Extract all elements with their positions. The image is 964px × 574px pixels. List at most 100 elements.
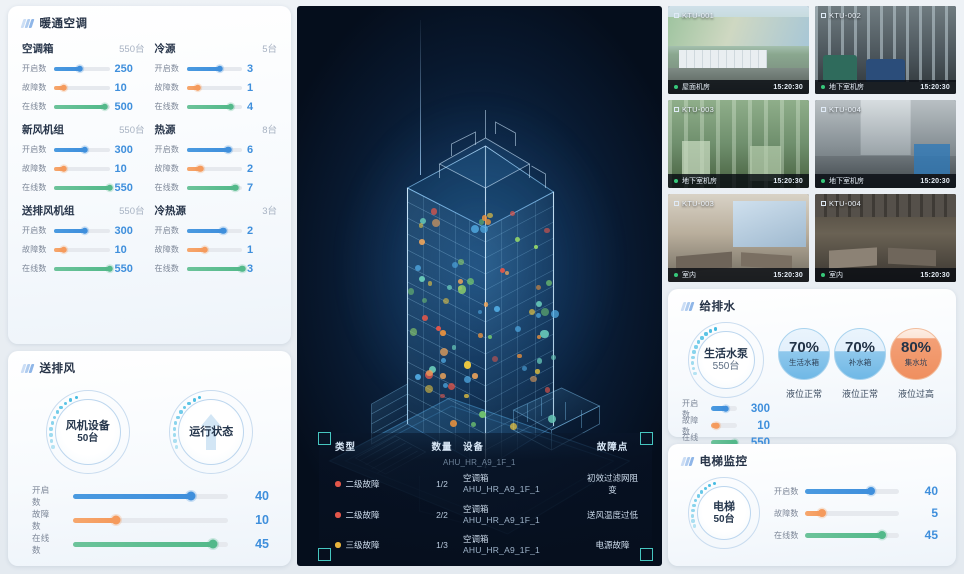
alarm-row[interactable]: 三级故障 1/3 空调箱 AHU_HR_A9_1F_1 电源故障 (319, 530, 652, 560)
hvac-slider-track[interactable] (54, 165, 110, 172)
hvac-slider-track[interactable] (186, 84, 242, 91)
hvac-slider-label: 开启数 (22, 64, 47, 73)
live-indicator-icon (821, 85, 825, 89)
hvac-slider-track[interactable] (54, 65, 110, 72)
camera-tile[interactable]: KTU-003 地下室机房 15:20:30 (668, 100, 809, 188)
hvac-group-head: 送排风机组 550台 (22, 203, 145, 218)
alarm-table-body: 二级故障 1/2 空调箱 AHU_HR_A9_1F_1 初效过滤网阻变 二级故障… (319, 468, 652, 560)
elevator-slider-value: 45 (924, 528, 938, 542)
corner-bracket-icon (318, 548, 331, 561)
hvac-title-text: 暖通空调 (39, 18, 88, 30)
hvac-slider-track[interactable] (186, 165, 242, 172)
camera-timestamp: 15:20:30 (773, 271, 803, 279)
water-dial-count: 550台 (712, 361, 740, 372)
camera-tile[interactable]: KTU-004 地下室机房 15:20:30 (815, 100, 956, 188)
camera-timestamp: 15:20:30 (773, 83, 803, 91)
hvac-slider-value: 1 (247, 81, 254, 94)
water-slider-track[interactable] (711, 422, 737, 429)
building-3d-viewport[interactable]: 类型 数量 设备 故障点 AHU_HR_A9_1F_1 二级故障 1/2 空调箱… (297, 6, 662, 566)
hvac-group: 热源 8台 开启数 6 故障数 2 在线数 7 (155, 122, 278, 197)
hvac-slider-track[interactable] (186, 65, 242, 72)
left-column: 暖通空调 空调箱 550台 开启数 250 故障数 10 在线数 (8, 6, 291, 566)
camera-location: 屋面机房 (674, 82, 710, 92)
alarm-row[interactable]: 二级故障 1/2 空调箱 AHU_HR_A9_1F_1 初效过滤网阻变 (319, 468, 652, 500)
alarm-device: 空调箱 AHU_HR_A9_1F_1 (463, 504, 585, 526)
alarm-device-code: AHU_HR_A9_1F_1 (463, 484, 540, 494)
hvac-slider-track[interactable] (54, 146, 110, 153)
hvac-slider-track[interactable] (186, 227, 242, 234)
hvac-slider-track[interactable] (186, 184, 242, 191)
hvac-slider-row: 开启数 2 (155, 221, 278, 240)
hvac-slider-track[interactable] (186, 246, 242, 253)
water-pump-section: 生活水泵 550台 开启数 300 故障数 10 在线数 (682, 320, 770, 453)
alarm-table: 类型 数量 设备 故障点 AHU_HR_A9_1F_1 二级故障 1/2 空调箱… (318, 432, 653, 561)
hvac-group: 空调箱 550台 开启数 250 故障数 10 在线数 500 (22, 41, 145, 116)
hvac-slider-track[interactable] (186, 146, 242, 153)
elevator-slider-track[interactable] (805, 487, 899, 495)
fan-slider-track[interactable] (73, 491, 228, 501)
tank-status: 液位正常 (785, 389, 822, 399)
camera-location: 室内 (674, 270, 696, 280)
hvac-slider-value: 4 (247, 100, 254, 113)
alarm-type: 二级故障 (335, 478, 421, 490)
corner-bracket-icon (318, 432, 331, 445)
hvac-slider-label: 故障数 (22, 245, 47, 254)
hvac-slider-track[interactable] (54, 184, 113, 191)
camera-tile[interactable]: KTU-003 室内 15:20:30 (668, 194, 809, 282)
hvac-slider-track[interactable] (54, 246, 110, 253)
hvac-slider-value: 2 (247, 162, 254, 175)
fan-slider-track[interactable] (73, 515, 228, 525)
hvac-slider-row: 故障数 10 (22, 78, 145, 97)
elevator-slider-label: 开启数 (774, 486, 799, 496)
camera-status-bar: 地下室机房 15:20:30 (668, 174, 809, 188)
alarm-row[interactable]: 二级故障 2/2 空调箱 AHU_HR_A9_1F_1 送风温度过低 (319, 500, 652, 530)
hvac-slider-value: 300 (114, 224, 133, 237)
hvac-group-head: 新风机组 550台 (22, 122, 145, 137)
hvac-slider-row: 在线数 550 (22, 259, 145, 278)
camera-id: KTU-004 (821, 105, 861, 114)
hvac-slider-track[interactable] (54, 227, 110, 234)
camera-location: 地下室机房 (674, 176, 717, 186)
hvac-group-total: 3台 (262, 206, 277, 217)
camera-timestamp: 15:20:30 (920, 83, 950, 91)
elevator-slider-track[interactable] (805, 509, 899, 517)
severity-dot-icon (335, 542, 341, 548)
alarm-col-qty: 数量 (431, 442, 453, 453)
hvac-slider-track[interactable] (54, 84, 110, 91)
hvac-slider-track[interactable] (54, 265, 113, 272)
hvac-slider-label: 在线数 (22, 183, 47, 192)
live-indicator-icon (674, 179, 678, 183)
camera-tile[interactable]: KTU-002 地下室机房 15:20:30 (815, 6, 956, 94)
hvac-slider-label: 开启数 (154, 145, 180, 154)
fan-slider-label: 在线数 (32, 533, 50, 555)
camera-tile[interactable]: KTU-004 室内 15:20:30 (815, 194, 956, 282)
water-slider-track[interactable] (711, 405, 737, 412)
camera-tile[interactable]: KTU-001 屋面机房 15:20:30 (668, 6, 809, 94)
water-slider-label: 开启数 (682, 398, 699, 419)
hvac-slider-track[interactable] (186, 103, 242, 110)
tank-level-percent: 80% (900, 339, 932, 356)
hvac-panel: 暖通空调 空调箱 550台 开启数 250 故障数 10 在线数 (8, 6, 291, 344)
hvac-slider-track[interactable] (186, 265, 246, 272)
fan-equipment-dial: 风机设备 50台 (45, 390, 130, 474)
hvac-slider-track[interactable] (54, 103, 110, 110)
fan-slider-track[interactable] (73, 539, 228, 549)
dial-outer-ring (45, 390, 130, 474)
dial-dots-icon (169, 390, 253, 474)
ventilation-panel-title: 送排风 (8, 351, 291, 380)
live-indicator-icon (674, 273, 678, 277)
hvac-group-total: 5台 (262, 44, 277, 55)
center-column: 类型 数量 设备 故障点 AHU_HR_A9_1F_1 二级故障 1/2 空调箱… (297, 6, 662, 566)
tank-level-percent: 70% (788, 339, 820, 356)
water-panel-title: 给排水 (668, 289, 956, 318)
hvac-group-head: 冷源 5台 (155, 41, 278, 56)
alarm-type: 三级故障 (335, 539, 421, 551)
hvac-group-total: 550台 (119, 206, 145, 217)
elevator-slider-track[interactable] (805, 531, 899, 539)
water-slider-track[interactable] (711, 439, 739, 446)
hvac-slider-label: 在线数 (154, 183, 180, 192)
tank-status: 液位过高 (897, 389, 934, 399)
hvac-group-name: 空调箱 (22, 43, 54, 55)
hvac-slider-row: 在线数 4 (155, 97, 278, 116)
